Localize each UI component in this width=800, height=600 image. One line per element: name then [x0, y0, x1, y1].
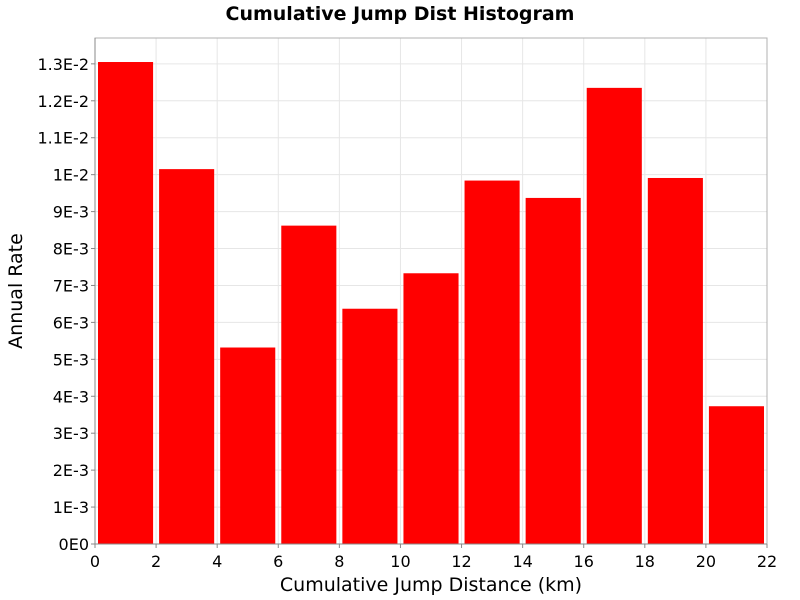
y-tick-label: 1E-2 [53, 166, 89, 185]
x-tick-label: 10 [390, 552, 410, 571]
y-tick-label: 6E-3 [53, 313, 89, 332]
histogram-bar [708, 406, 764, 544]
y-tick-label: 1E-3 [53, 498, 89, 517]
y-tick-label: 9E-3 [53, 203, 89, 222]
x-tick-label: 20 [696, 552, 716, 571]
y-tick-label: 5E-3 [53, 350, 89, 369]
y-tick-label: 0E0 [59, 535, 89, 554]
x-tick-label: 14 [512, 552, 532, 571]
histogram-bar [342, 308, 398, 544]
x-tick-label: 18 [635, 552, 655, 571]
x-axis-label: Cumulative Jump Distance (km) [280, 574, 582, 596]
x-tick-label: 0 [90, 552, 100, 571]
y-tick-label: 1.2E-2 [37, 92, 89, 111]
y-tick-label: 7E-3 [53, 276, 89, 295]
y-tick-label: 4E-3 [53, 387, 89, 406]
y-tick-label: 2E-3 [53, 461, 89, 480]
bars [98, 62, 764, 545]
x-tick-label: 6 [273, 552, 283, 571]
histogram-bar [220, 347, 276, 544]
chart-title: Cumulative Jump Dist Histogram [226, 3, 575, 25]
y-tick-label: 1.3E-2 [37, 55, 89, 74]
histogram-bar [647, 177, 703, 544]
y-axis-label: Annual Rate [5, 233, 27, 349]
histogram-bar [586, 87, 642, 544]
x-tick-label: 4 [212, 552, 222, 571]
y-tick-label: 1.1E-2 [37, 129, 89, 148]
y-axis-ticks: 0E0 1E-3 2E-3 3E-3 4E-3 5E-3 6E-3 7E-3 8E-3 9E-3 1… [37, 55, 95, 554]
x-tick-label: 16 [574, 552, 594, 571]
x-tick-label: 8 [334, 552, 344, 571]
y-tick-label: 3E-3 [53, 424, 89, 443]
histogram-bar [281, 225, 337, 544]
histogram-bar [403, 273, 459, 544]
x-tick-label: 22 [757, 552, 777, 571]
axes [94, 37, 768, 545]
x-axis-ticks: 0 2 4 6 8 10 12 14 16 18 20 22 [90, 544, 777, 571]
x-tick-label: 2 [151, 552, 161, 571]
histogram-bar [464, 180, 520, 545]
histogram-bar [159, 169, 215, 544]
x-tick-label: 12 [451, 552, 471, 571]
y-tick-label: 8E-3 [53, 240, 89, 259]
histogram-bar [98, 62, 154, 545]
histogram-bar [525, 197, 581, 545]
